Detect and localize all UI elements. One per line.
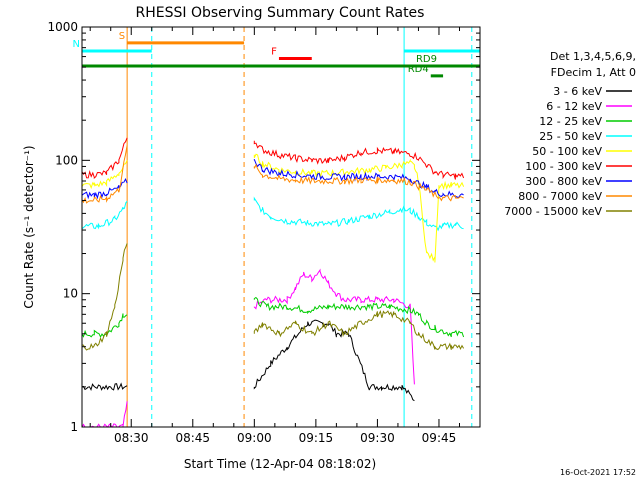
x-tick-label-1: 08:30	[114, 431, 149, 445]
state-bar-label-5: RD4	[408, 64, 429, 75]
x-tick-label-4: 09:15	[299, 431, 334, 445]
x-axis-label: Start Time (12-Apr-04 08:18:02)	[184, 457, 376, 471]
y-tick-label-1: 1	[70, 420, 78, 434]
state-bar-label-2: N	[73, 39, 80, 50]
series-line-4	[81, 196, 464, 232]
plot-frame	[81, 26, 481, 428]
legend-label-9: 7000 - 15000 keV	[504, 205, 602, 218]
y-tick-label-3: 100	[55, 153, 78, 167]
state-bar-label-3: F	[271, 47, 277, 58]
series-line-2	[81, 268, 415, 428]
chart-title: RHESSI Observing Summary Count Rates	[136, 5, 425, 21]
series-line-1	[81, 319, 415, 402]
y-tick-label-2: 10	[63, 287, 78, 301]
legend-label-5: 50 - 100 keV	[532, 145, 602, 158]
x-tick-label-2: 08:45	[175, 431, 210, 445]
legend-label-4: 25 - 50 keV	[539, 130, 602, 143]
series-line-7	[81, 159, 464, 200]
legend-label-7: 300 - 800 keV	[525, 175, 602, 188]
series-line-5	[81, 153, 465, 263]
legend-label-1: 3 - 6 keV	[553, 85, 602, 98]
series-line-3	[81, 296, 465, 338]
legend: 3 - 6 keV 6 - 12 keV 12 - 25 keV 25 - 50 ke…	[504, 85, 632, 218]
state-bar-label-1: S	[119, 31, 125, 42]
legend-label-3: 12 - 25 keV	[539, 115, 602, 128]
x-tick-label-6: 09:45	[422, 431, 457, 445]
y-axis-label: Count Rate (s⁻¹ detector⁻¹)	[22, 145, 36, 308]
series-line-6	[81, 137, 465, 180]
legend-header-line-1: Det 1,3,4,5,6,9,	[550, 50, 636, 63]
legend-header-line-2: FDecim 1, Att 0	[551, 66, 636, 79]
footer-timestamp: 16-Oct-2021 17:52	[560, 468, 636, 477]
x-tick-label-5: 09:30	[360, 431, 395, 445]
legend-label-2: 6 - 12 keV	[546, 100, 602, 113]
series-line-9	[81, 243, 465, 351]
y-tick-label-4: 1000	[47, 20, 78, 34]
state-bar-label-6: RD9	[416, 54, 437, 65]
legend-label-6: 100 - 300 keV	[525, 160, 602, 173]
legend-label-8: 800 - 7000 keV	[518, 190, 602, 203]
series-line-8	[81, 145, 464, 204]
x-tick-label-3: 09:00	[237, 431, 272, 445]
